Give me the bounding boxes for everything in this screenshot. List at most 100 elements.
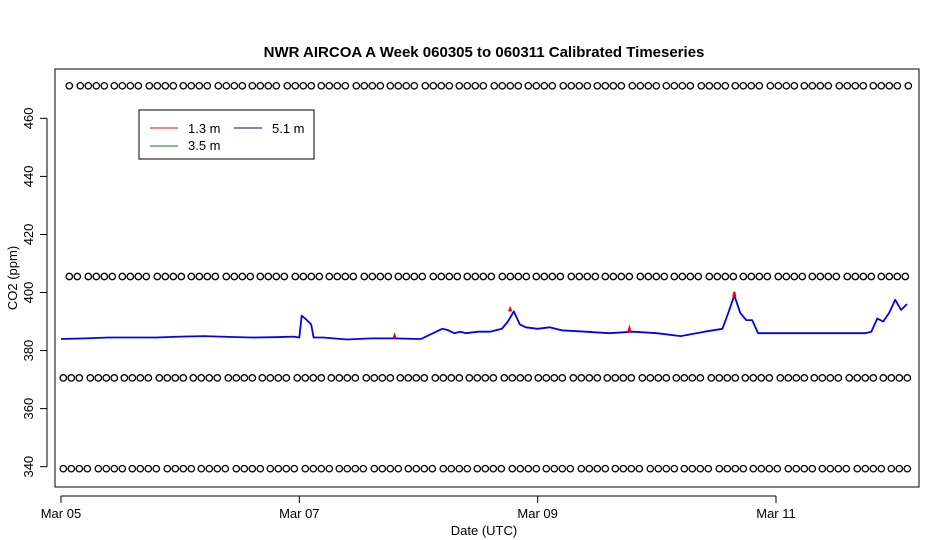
- flag-marker: [238, 81, 247, 90]
- flag-marker: [453, 272, 462, 281]
- flag-marker: [386, 374, 395, 382]
- flag-marker: [755, 81, 764, 90]
- legend: 1.3 m 3.5 m 5.1 m: [138, 109, 315, 160]
- flag-marker: [575, 272, 584, 281]
- flag-marker: [741, 374, 750, 382]
- flag-marker: [65, 81, 74, 90]
- flag-marker: [205, 374, 214, 382]
- flag-marker: [834, 464, 843, 473]
- flag-marker: [696, 464, 705, 473]
- flag-marker: [94, 374, 103, 382]
- flag-marker: [672, 374, 681, 382]
- flag-marker: [859, 272, 868, 281]
- flag-marker: [343, 374, 352, 382]
- flag-marker: [843, 81, 852, 90]
- flag-marker: [429, 81, 438, 90]
- flag-marker: [75, 464, 84, 473]
- flag-marker: [879, 374, 888, 382]
- flag-marker: [144, 464, 153, 473]
- flag-marker: [59, 374, 68, 382]
- flag-marker: [569, 374, 578, 382]
- flag-marker: [704, 464, 713, 473]
- flag-marker: [421, 81, 430, 90]
- flag-marker: [230, 272, 239, 281]
- flag-marker: [83, 464, 92, 473]
- flag-marker: [266, 464, 275, 473]
- flag-marker: [410, 272, 419, 281]
- flag-marker: [861, 464, 870, 473]
- flag-marker: [522, 272, 531, 281]
- y-tick-label: 340: [21, 456, 36, 478]
- flag-marker: [283, 81, 292, 90]
- flag-marker: [291, 272, 300, 281]
- flag-marker: [84, 81, 93, 90]
- flag-marker: [118, 81, 127, 90]
- flag-marker: [660, 272, 669, 281]
- flag-marker: [498, 81, 507, 90]
- flag-marker: [301, 464, 310, 473]
- flag-marker: [384, 272, 393, 281]
- flag-marker: [792, 374, 801, 382]
- flag-marker: [548, 81, 557, 90]
- flag-marker: [609, 81, 618, 90]
- flag-marker: [617, 81, 626, 90]
- x-tick-label: Mar 07: [279, 506, 319, 521]
- flag-marker: [325, 272, 334, 281]
- flag-marker: [102, 464, 111, 473]
- flag-marker: [816, 272, 825, 281]
- flag-marker: [59, 464, 68, 473]
- flag-marker: [272, 81, 281, 90]
- flag-marker: [368, 81, 377, 90]
- flag-marker: [731, 374, 740, 382]
- flag-marker: [904, 81, 913, 90]
- flag-marker: [901, 272, 910, 281]
- flag-marker: [222, 272, 231, 281]
- series-1-3m-segment: [392, 332, 397, 339]
- flag-marker: [325, 464, 334, 473]
- flag-marker: [177, 272, 186, 281]
- flag-marker: [73, 272, 82, 281]
- flag-marker: [617, 272, 626, 281]
- flag-marker: [307, 81, 316, 90]
- flag-marker: [514, 81, 523, 90]
- y-tick-label: 440: [21, 166, 36, 188]
- flag-marker: [678, 272, 687, 281]
- flag-marker: [370, 464, 379, 473]
- flag-marker: [282, 464, 291, 473]
- flag-marker: [575, 81, 584, 90]
- flag-marker: [136, 374, 145, 382]
- flag-marker: [638, 374, 647, 382]
- flag-marker: [798, 272, 807, 281]
- series-1-3m-segment: [508, 305, 513, 312]
- flag-marker: [246, 272, 255, 281]
- flag-marker: [516, 464, 525, 473]
- flag-marker: [153, 81, 162, 90]
- flag-marker: [601, 81, 610, 90]
- flag-marker: [290, 464, 299, 473]
- flag-marker: [360, 272, 369, 281]
- flag-marker: [782, 81, 791, 90]
- flag-marker: [867, 272, 876, 281]
- flag-marker: [187, 464, 196, 473]
- flag-marker: [402, 81, 411, 90]
- flag-marker: [583, 81, 592, 90]
- flag-marker: [169, 81, 178, 90]
- flag-marker: [420, 374, 429, 382]
- flag-marker: [248, 81, 257, 90]
- flag-marker: [299, 272, 308, 281]
- flag-marker: [686, 272, 695, 281]
- flag-marker: [763, 272, 772, 281]
- flag-marker: [826, 464, 835, 473]
- flag-marker: [102, 374, 111, 382]
- flag-marker: [465, 374, 474, 382]
- flag-marker: [739, 272, 748, 281]
- flag-marker: [189, 374, 198, 382]
- flag-marker: [256, 272, 265, 281]
- flag-marker: [264, 272, 273, 281]
- flag-marker: [506, 81, 515, 90]
- flag-marker: [238, 272, 247, 281]
- flag-marker: [542, 374, 551, 382]
- flag-marker: [195, 81, 204, 90]
- flag-marker: [627, 374, 636, 382]
- x-tick-label: Mar 11: [756, 506, 796, 521]
